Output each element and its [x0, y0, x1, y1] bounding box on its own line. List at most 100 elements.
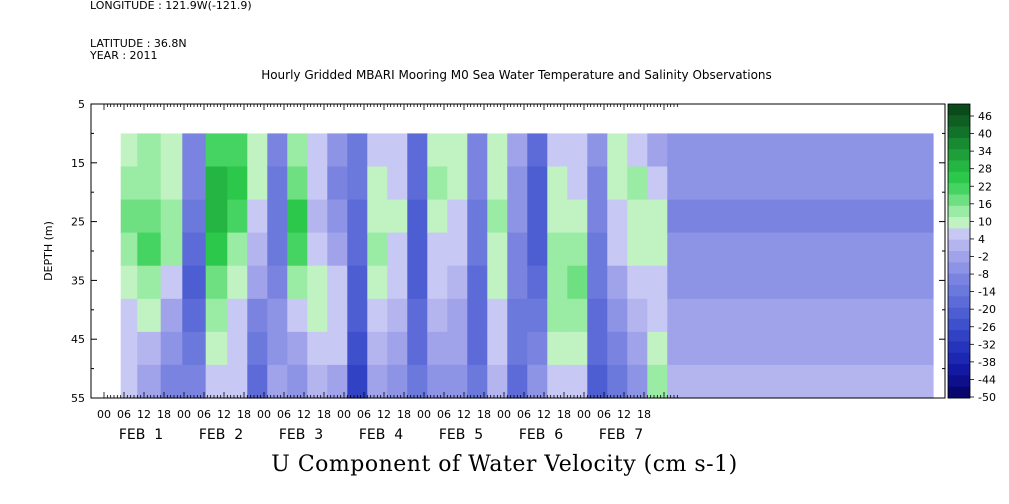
heatmap-cell: [307, 166, 328, 201]
heatmap-cell: [567, 133, 588, 168]
heatmap: [120, 133, 934, 399]
heatmap-cell: [327, 199, 348, 234]
heatmap-cell: [387, 166, 408, 201]
x-tick-label: 12: [617, 408, 631, 421]
heatmap-cell: [527, 232, 548, 267]
heatmap-cell: [527, 298, 548, 333]
heatmap-cell: [267, 265, 288, 300]
heatmap-cell: [120, 232, 138, 267]
heatmap-cell: [182, 133, 207, 168]
heatmap-cell: [447, 166, 468, 201]
heatmap-cell: [427, 232, 448, 267]
colorbar-swatch: [948, 194, 970, 207]
heatmap-cell: [137, 166, 162, 201]
heatmap-cell: [227, 265, 248, 300]
heatmap-cell: [487, 265, 508, 300]
heatmap-cell: [307, 364, 328, 399]
heatmap-cell: [527, 166, 548, 201]
x-tick-label: 18: [397, 408, 411, 421]
heatmap-cell: [267, 232, 288, 267]
heatmap-cell: [507, 331, 528, 366]
colorbar-swatch: [948, 104, 970, 116]
colorbar-swatch: [948, 375, 970, 388]
heatmap-cell: [205, 298, 228, 333]
colorbar-swatch: [948, 149, 970, 161]
heatmap-cell: [205, 265, 228, 300]
colorbar-label: -26: [978, 321, 996, 334]
heatmap-cell: [427, 199, 448, 234]
heatmap-cell: [467, 364, 488, 399]
heatmap-cell: [347, 166, 368, 201]
heatmap-cell: [467, 166, 488, 201]
heatmap-cell: [327, 298, 348, 333]
heatmap-cell: [287, 298, 308, 333]
colorbar-swatch: [948, 352, 970, 365]
colorbar-swatch: [948, 284, 970, 297]
heatmap-cell: [247, 166, 268, 201]
heatmap-cell: [407, 364, 428, 399]
x-day-label: FEB 2: [199, 427, 243, 443]
heatmap-cell: [567, 232, 588, 267]
heatmap-cell: [607, 364, 628, 399]
heatmap-cell: [407, 298, 428, 333]
heatmap-cell: [227, 364, 248, 399]
heatmap-cell: [467, 199, 488, 234]
heatmap-cell: [407, 331, 428, 366]
x-axis-label: U Component of Water Velocity (cm s-1): [271, 452, 738, 477]
axes: 5 15 25 35 45 55 00 06 12 18 00 06 12 18 00 06 12 18 00 06 1…: [71, 98, 945, 443]
heatmap-cell: [667, 133, 934, 168]
colorbar-label: -8: [978, 268, 989, 281]
heatmap-cell: [307, 265, 328, 300]
x-day-label: FEB 1: [119, 427, 163, 443]
heatmap-cell: [607, 199, 628, 234]
heatmap-cell: [387, 133, 408, 168]
heatmap-cell: [527, 331, 548, 366]
x-tick-label: 12: [377, 408, 391, 421]
heatmap-cell: [287, 364, 308, 399]
heatmap-cell: [182, 232, 207, 267]
heatmap-cell: [267, 199, 288, 234]
heatmap-cell: [387, 364, 408, 399]
x-tick-label: 12: [457, 408, 471, 421]
heatmap-cell: [427, 265, 448, 300]
x-tick-label: 18: [317, 408, 331, 421]
year-label: YEAR : 2011: [90, 49, 158, 62]
chart-title: Hourly Gridded MBARI Mooring M0 Sea Wate…: [261, 68, 772, 82]
heatmap-cell: [487, 298, 508, 333]
heatmap-cell: [507, 364, 528, 399]
heatmap-cell: [247, 133, 268, 168]
colorbar-swatch: [948, 126, 970, 139]
heatmap-cell: [205, 166, 228, 201]
heatmap-cell: [227, 133, 248, 168]
colorbar-swatch: [948, 217, 970, 229]
x-tick-label: 00: [97, 408, 111, 421]
x-tick-label: 18: [157, 408, 171, 421]
heatmap-cell: [527, 364, 548, 399]
heatmap-cell: [487, 166, 508, 201]
heatmap-cell: [137, 364, 162, 399]
heatmap-cell: [667, 265, 934, 300]
heatmap-cell: [667, 166, 934, 201]
heatmap-cell: [647, 166, 668, 201]
colorbar-label: 34: [978, 145, 992, 158]
heatmap-cell: [227, 298, 248, 333]
colorbar-label: -14: [978, 286, 996, 299]
heatmap-cell: [627, 166, 648, 201]
heatmap-cell: [487, 331, 508, 366]
heatmap-cell: [547, 331, 568, 366]
heatmap-cell: [120, 133, 138, 168]
colorbar-swatch: [948, 115, 970, 128]
heatmap-cell: [247, 265, 268, 300]
heatmap-cell: [627, 265, 648, 300]
heatmap-cell: [137, 133, 162, 168]
colorbar-swatch: [948, 137, 970, 150]
y-tick-label: 5: [78, 98, 85, 111]
heatmap-cell: [647, 133, 668, 168]
heatmap-cell: [307, 232, 328, 267]
colorbar-label: 10: [978, 215, 992, 228]
heatmap-cell: [367, 199, 388, 234]
heatmap-cell: [137, 199, 162, 234]
x-day-label: FEB 6: [519, 427, 563, 443]
heatmap-cell: [487, 364, 508, 399]
colorbar-swatch: [948, 364, 970, 376]
